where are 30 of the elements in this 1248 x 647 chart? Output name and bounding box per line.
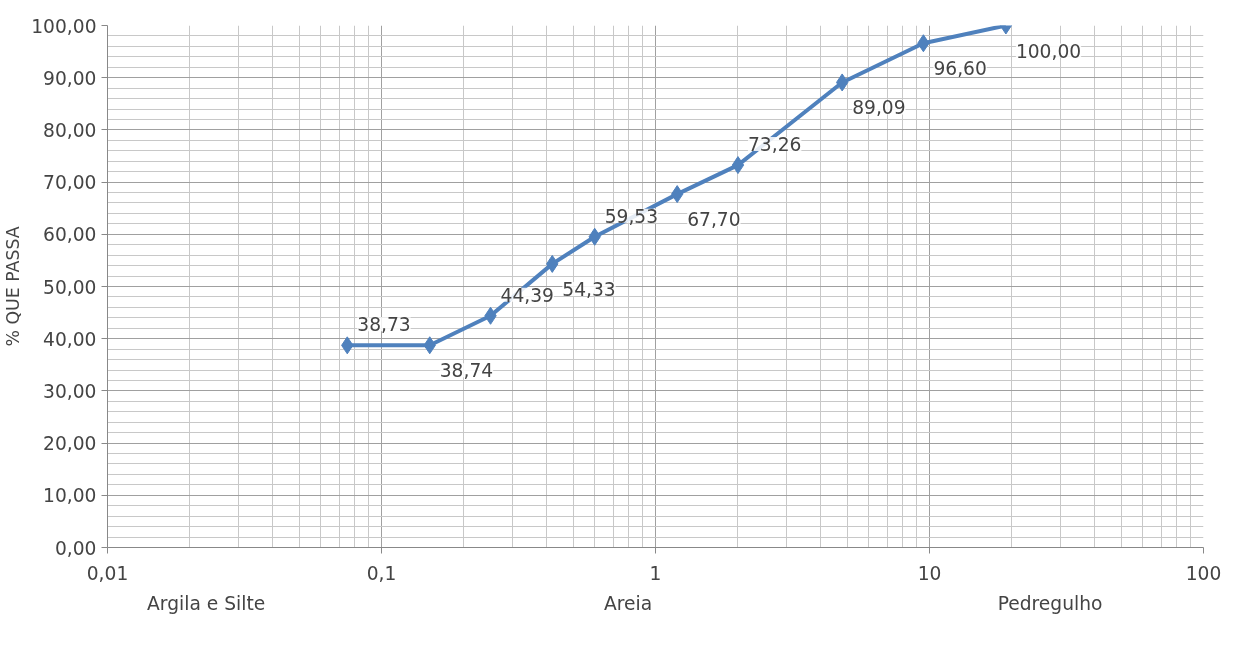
x-tick-label: 1 bbox=[649, 562, 662, 584]
data-label: 54,33 bbox=[562, 278, 616, 300]
y-axis-title: % QUE PASSA bbox=[3, 226, 24, 347]
data-label: 38,73 bbox=[357, 314, 411, 336]
y-tick-label: 40,00 bbox=[43, 328, 97, 350]
data-label: 73,26 bbox=[747, 134, 802, 156]
data-label: 67,70 bbox=[687, 209, 741, 231]
y-tick-label: 80,00 bbox=[43, 119, 97, 141]
data-label: 44,39 bbox=[500, 284, 554, 306]
y-tick-label: 70,00 bbox=[43, 172, 97, 194]
y-tick-label: 0,00 bbox=[54, 537, 97, 559]
text: Pedregulho bbox=[997, 592, 1103, 614]
data-label: 89,09 bbox=[852, 97, 906, 119]
y-tick-label: 20,00 bbox=[43, 433, 97, 455]
data-label: 38,74 bbox=[439, 360, 494, 382]
data-label: 59,53 bbox=[604, 205, 659, 227]
y-tick-label: 90,00 bbox=[43, 67, 97, 89]
y-tick-label: 100,00 bbox=[31, 15, 97, 37]
y-tick-label: 10,00 bbox=[43, 485, 97, 507]
y-tick-label: 50,00 bbox=[43, 276, 97, 298]
x-tick-label: 0,01 bbox=[86, 562, 129, 584]
data-label: 100,00 bbox=[1015, 40, 1082, 62]
x-tick-label: 0,1 bbox=[366, 562, 397, 584]
x-tick-label: 10 bbox=[917, 562, 942, 584]
y-tick-label: 30,00 bbox=[43, 380, 97, 402]
text: Areia bbox=[604, 592, 653, 614]
y-tick-label: 60,00 bbox=[43, 224, 97, 246]
data-label: 96,60 bbox=[933, 58, 987, 80]
x-tick-label: 100 bbox=[1185, 562, 1222, 584]
text: Argila e Silte bbox=[147, 592, 266, 614]
